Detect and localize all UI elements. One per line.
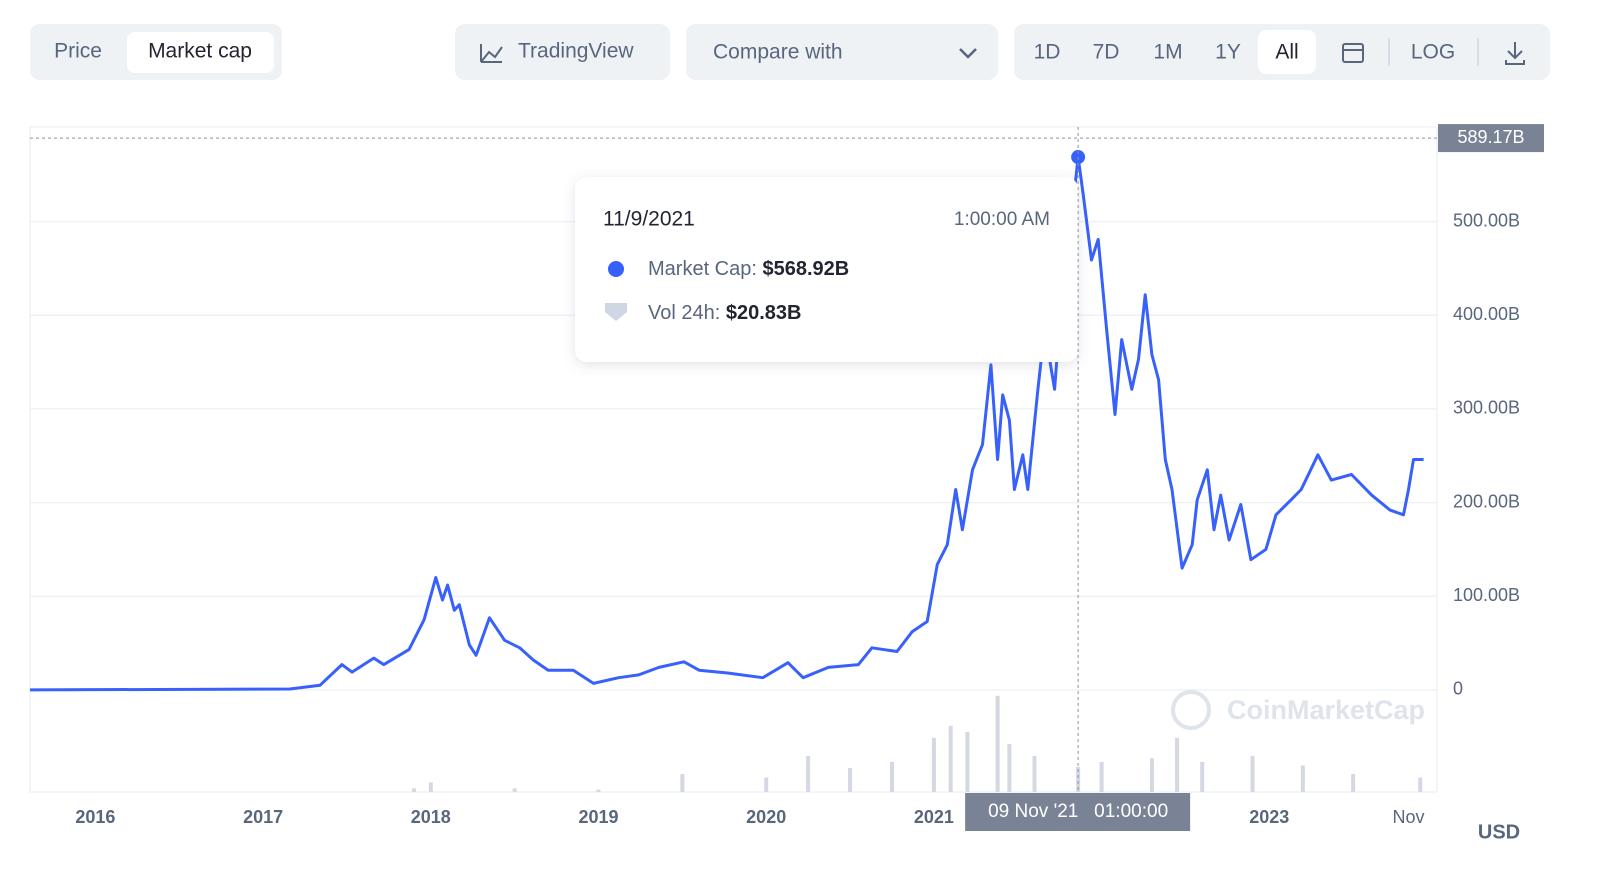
- volume-bar: [889, 761, 894, 792]
- chevron: [959, 48, 977, 59]
- volume-bar: [764, 777, 769, 792]
- x-tick-label: 2018: [411, 807, 451, 827]
- crosshair-x-box: [965, 793, 1191, 831]
- tradingview-label: TradingView: [518, 40, 634, 63]
- tooltip-value: $20.83B: [726, 302, 802, 324]
- compare-dropdown[interactable]: [686, 24, 998, 80]
- range-button[interactable]: 1Y: [1215, 41, 1241, 64]
- y-tick-label: 500.00B: [1453, 210, 1520, 230]
- crosshair-x-label: 09 Nov '21 01:00:00: [988, 801, 1168, 822]
- tooltip-label: Market Cap: $568.92B: [648, 258, 849, 280]
- range-button[interactable]: 1M: [1153, 41, 1182, 64]
- volume-bar: [1099, 761, 1104, 792]
- range-active-bg: [1258, 30, 1316, 74]
- market-cap-line: [29, 155, 1424, 692]
- volume-bar: [1250, 755, 1255, 792]
- download-icon[interactable]: [1505, 42, 1525, 65]
- tooltip-dot: [608, 261, 624, 277]
- volume-bar: [1007, 743, 1012, 792]
- x-tick-label: 2021: [914, 807, 954, 827]
- tooltip-vol-icon: [605, 303, 627, 321]
- y-tick-label: 300.00B: [1453, 398, 1520, 418]
- volume-bar: [995, 695, 1000, 792]
- x-tick-label: 2020: [746, 807, 786, 827]
- x-tick-label: 2019: [578, 807, 618, 827]
- volume-bar: [1175, 737, 1180, 792]
- range-button[interactable]: 7D: [1093, 41, 1120, 64]
- y-tick-label: 0: [1453, 679, 1463, 699]
- watermark-text: CoinMarketCap: [1227, 695, 1425, 725]
- volume-bar: [1200, 761, 1205, 792]
- volume-bar: [596, 789, 601, 792]
- range-button[interactable]: 1D: [1034, 41, 1061, 64]
- x-tick-label: 2023: [1249, 807, 1289, 827]
- tradingview-button[interactable]: [455, 24, 670, 80]
- x-tick-label: 2016: [75, 807, 115, 827]
- range-button[interactable]: All: [1275, 41, 1298, 64]
- y-tick-label: 200.00B: [1453, 491, 1520, 511]
- y-tick-label: 400.00B: [1453, 304, 1520, 324]
- tooltip-label: Vol 24h: $20.83B: [648, 302, 801, 324]
- volume-bar: [512, 788, 517, 792]
- tab-active-bg: [127, 32, 274, 73]
- volume-bar: [428, 782, 433, 792]
- volume-bar: [848, 767, 853, 792]
- x-tick-label: Nov: [1392, 807, 1424, 827]
- volume-bar: [1149, 758, 1154, 792]
- x-tick-label: 2017: [243, 807, 283, 827]
- volume-bar: [412, 788, 417, 792]
- calendar-icon[interactable]: [1342, 43, 1364, 63]
- volume-bar: [1418, 777, 1423, 792]
- log-toggle[interactable]: LOG: [1411, 41, 1455, 64]
- watermark-logo: [1171, 690, 1211, 730]
- tooltip-time: 1:00:00 AM: [954, 209, 1050, 230]
- volume-bar: [965, 731, 970, 792]
- volume-bar: [948, 725, 953, 792]
- tooltip: 11/9/2021 1:00:00 AM Market Cap: $568.92…: [575, 177, 1078, 362]
- volume-bar: [931, 737, 936, 792]
- currency: USD: [1478, 821, 1520, 843]
- tab[interactable]: Price: [54, 40, 102, 63]
- compare-label: Compare with: [713, 41, 843, 64]
- volume-bar: [806, 755, 811, 792]
- volume-bar: [1076, 766, 1081, 792]
- volume-bar: [1351, 773, 1356, 792]
- tooltip-value: $568.92B: [763, 258, 850, 280]
- y-tick-label: 100.00B: [1453, 585, 1520, 605]
- plot-frame: [29, 126, 1438, 793]
- chart-icon: [480, 44, 503, 63]
- tooltip-label: Vol 24h:: [648, 302, 720, 324]
- volume-bar: [1032, 755, 1037, 792]
- crosshair-y-box: [1438, 124, 1544, 153]
- tooltip-box: [575, 177, 1078, 362]
- tooltip-label: Market Cap:: [648, 258, 757, 280]
- volume-bar: [1300, 765, 1305, 792]
- watermark: CoinMarketCap: [1171, 690, 1425, 730]
- volume-bar: [680, 773, 685, 792]
- tab[interactable]: Market cap: [148, 40, 252, 63]
- tooltip-date: 11/9/2021: [603, 208, 695, 231]
- crosshair-y-label: 589.17B: [1457, 127, 1524, 147]
